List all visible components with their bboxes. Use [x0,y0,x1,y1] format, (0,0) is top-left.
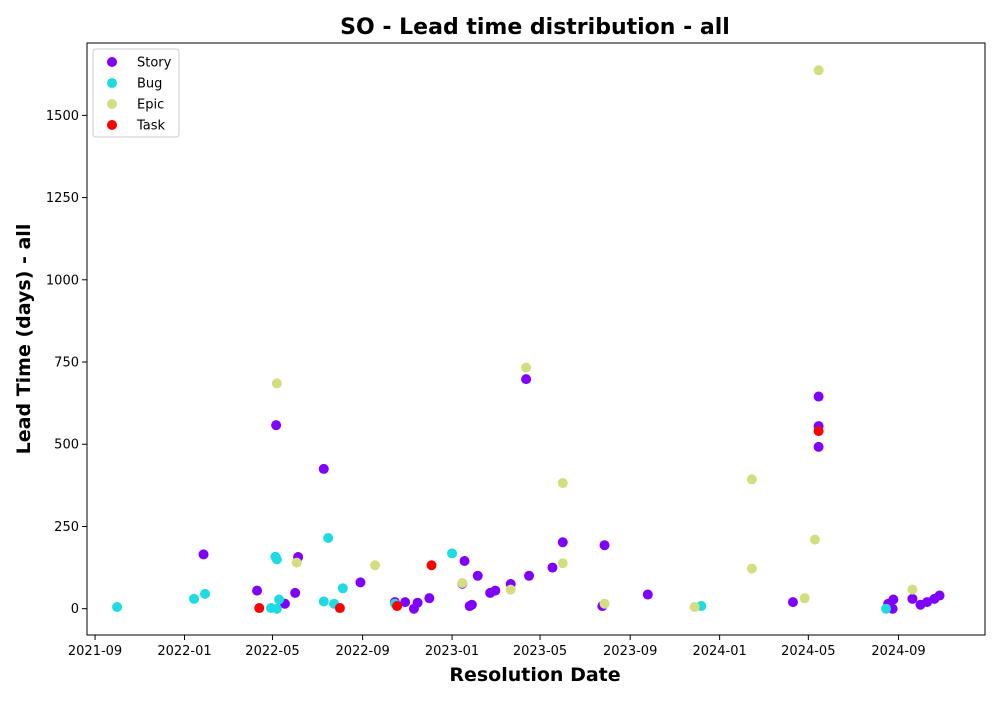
epic-point [505,584,516,595]
y-tick-label: 750 [54,356,79,371]
task-series [254,426,824,614]
epic-point [521,362,532,373]
legend-label-bug: Bug [137,77,162,92]
epic-point [689,602,700,613]
plot-area [86,42,986,636]
epic-point [746,474,757,485]
y-tick-label: 1500 [46,109,79,124]
story-point [459,556,470,566]
story-point [907,593,918,604]
story-point [787,597,798,608]
story-point [198,549,209,560]
axis-ticks: 2021-09 2022-01 2022-05 2022-09 2023-01 2023-… [46,109,926,659]
epic-point [746,563,757,574]
plot-frame [86,42,986,636]
story-point [642,589,653,600]
y-tick-label: 0 [71,602,79,617]
chart-title: SO - Lead time distribution - all [340,15,730,40]
story-point [490,585,501,596]
task-point [813,426,824,437]
story-point [252,585,263,596]
bug-point [189,593,200,604]
epic-series [271,65,918,613]
legend-marker-task [107,120,117,130]
story-point [355,577,366,588]
x-tick-label: 2021-09 [68,644,122,659]
legend: Story Bug Epic Task [92,48,180,138]
story-point [888,594,899,605]
epic-point [799,593,810,604]
epic-point [271,378,282,389]
story-series [198,374,945,614]
story-point [466,599,477,610]
bug-point [337,583,348,594]
y-tick-label: 1250 [46,191,79,206]
bug-point [881,603,892,614]
y-tick-label: 250 [54,520,79,535]
bug-point [271,554,282,565]
task-point [334,603,345,614]
bug-point [200,588,211,599]
story-point [599,540,610,551]
story-point [424,593,435,604]
epic-point [809,534,820,545]
x-tick-label: 2022-01 [157,644,211,659]
x-tick-label: 2023-09 [603,644,657,659]
story-point [400,597,411,608]
data-points [112,65,945,614]
x-tick-label: 2023-05 [513,644,567,659]
story-point [472,570,483,581]
bug-point [318,596,329,607]
y-tick-label: 1000 [46,273,79,288]
story-point [813,441,824,452]
story-point [271,420,282,431]
task-point [254,603,265,614]
x-tick-label: 2022-09 [335,644,389,659]
story-point [813,391,824,402]
epic-point [291,557,302,568]
story-point [521,374,532,385]
y-tick-label: 500 [54,438,79,453]
story-point [557,537,568,548]
task-point [392,601,403,612]
story-point [934,590,945,601]
story-point [412,597,423,608]
x-tick-label: 2024-01 [692,644,746,659]
epic-point [370,560,381,571]
epic-point [907,584,918,595]
x-axis-label: Resolution Date [449,664,620,686]
legend-marker-bug [107,78,117,88]
bug-point [323,532,334,543]
legend-box [92,48,180,138]
x-tick-label: 2022-05 [245,644,299,659]
legend-label-task: Task [136,119,166,134]
epic-point [599,598,610,609]
epic-point [557,478,568,489]
bug-point [112,602,123,613]
bug-point [447,548,458,559]
legend-label-epic: Epic [137,98,164,113]
legend-marker-epic [107,99,117,109]
x-tick-label: 2024-09 [871,644,925,659]
story-point [318,463,329,474]
story-point [524,570,535,581]
legend-label-story: Story [137,56,172,71]
y-axis-label: Lead Time (days) - all [13,224,35,455]
bug-point [271,603,282,614]
task-point [426,560,437,571]
legend-marker-story [107,57,117,67]
bug-point [274,594,285,605]
epic-point [457,578,468,589]
story-point [290,587,301,598]
epic-point [557,558,568,569]
story-point [547,562,558,573]
epic-point [813,65,824,76]
x-tick-label: 2023-01 [425,644,479,659]
x-tick-label: 2024-05 [781,644,835,659]
